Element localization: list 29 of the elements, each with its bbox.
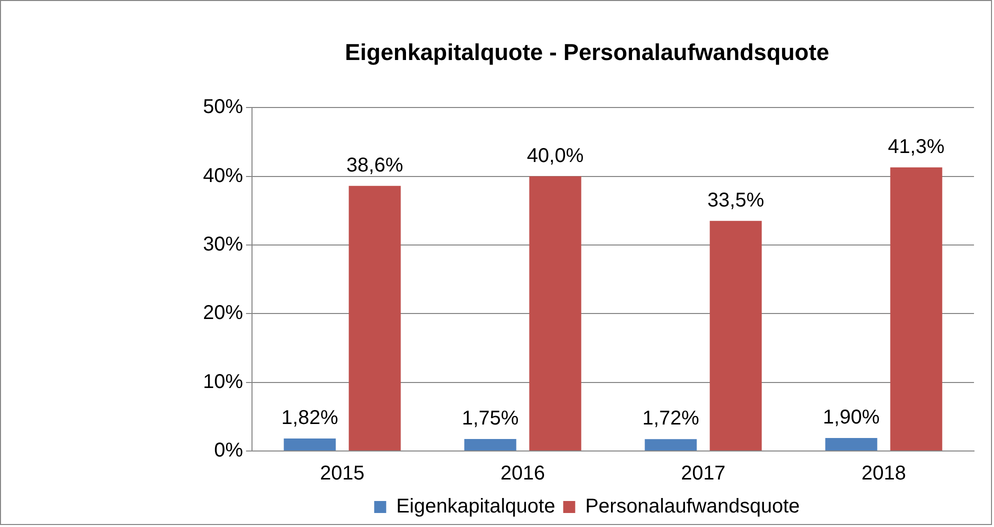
data-label: 40,0% bbox=[526, 144, 584, 167]
chart-title: Eigenkapitalquote - Personalaufwandsquote bbox=[344, 39, 830, 66]
bar bbox=[890, 167, 942, 450]
data-label: 1,75% bbox=[462, 407, 519, 430]
x-tick-label: 2015 bbox=[320, 462, 365, 485]
y-tick-label: 20% bbox=[203, 302, 244, 324]
data-label: 1,72% bbox=[642, 408, 700, 430]
legend-label: Eigenkapitalquote bbox=[396, 496, 556, 518]
data-label: 33,5% bbox=[707, 189, 764, 212]
bar bbox=[464, 438, 516, 450]
bar bbox=[710, 220, 762, 450]
data-label: 1,82% bbox=[281, 407, 338, 430]
y-tick-label: 0% bbox=[214, 440, 244, 462]
y-tick-label: 30% bbox=[203, 233, 244, 256]
legend-label: Personalaufwandsquote bbox=[585, 496, 800, 518]
bar bbox=[644, 439, 697, 450]
bar bbox=[348, 186, 401, 450]
data-label: 1,90% bbox=[822, 406, 880, 428]
bar bbox=[529, 176, 582, 450]
y-tick-label: 10% bbox=[203, 370, 244, 393]
y-tick-label: 40% bbox=[203, 164, 244, 187]
data-label: 38,6% bbox=[346, 154, 404, 176]
data-label: 41,3% bbox=[888, 136, 945, 158]
bar bbox=[825, 438, 878, 450]
x-tick-label: 2016 bbox=[500, 462, 546, 485]
bar bbox=[284, 438, 336, 450]
x-tick-label: 2017 bbox=[681, 462, 726, 485]
x-tick-label: 2018 bbox=[862, 462, 906, 485]
y-tick-label: 50% bbox=[203, 96, 244, 118]
